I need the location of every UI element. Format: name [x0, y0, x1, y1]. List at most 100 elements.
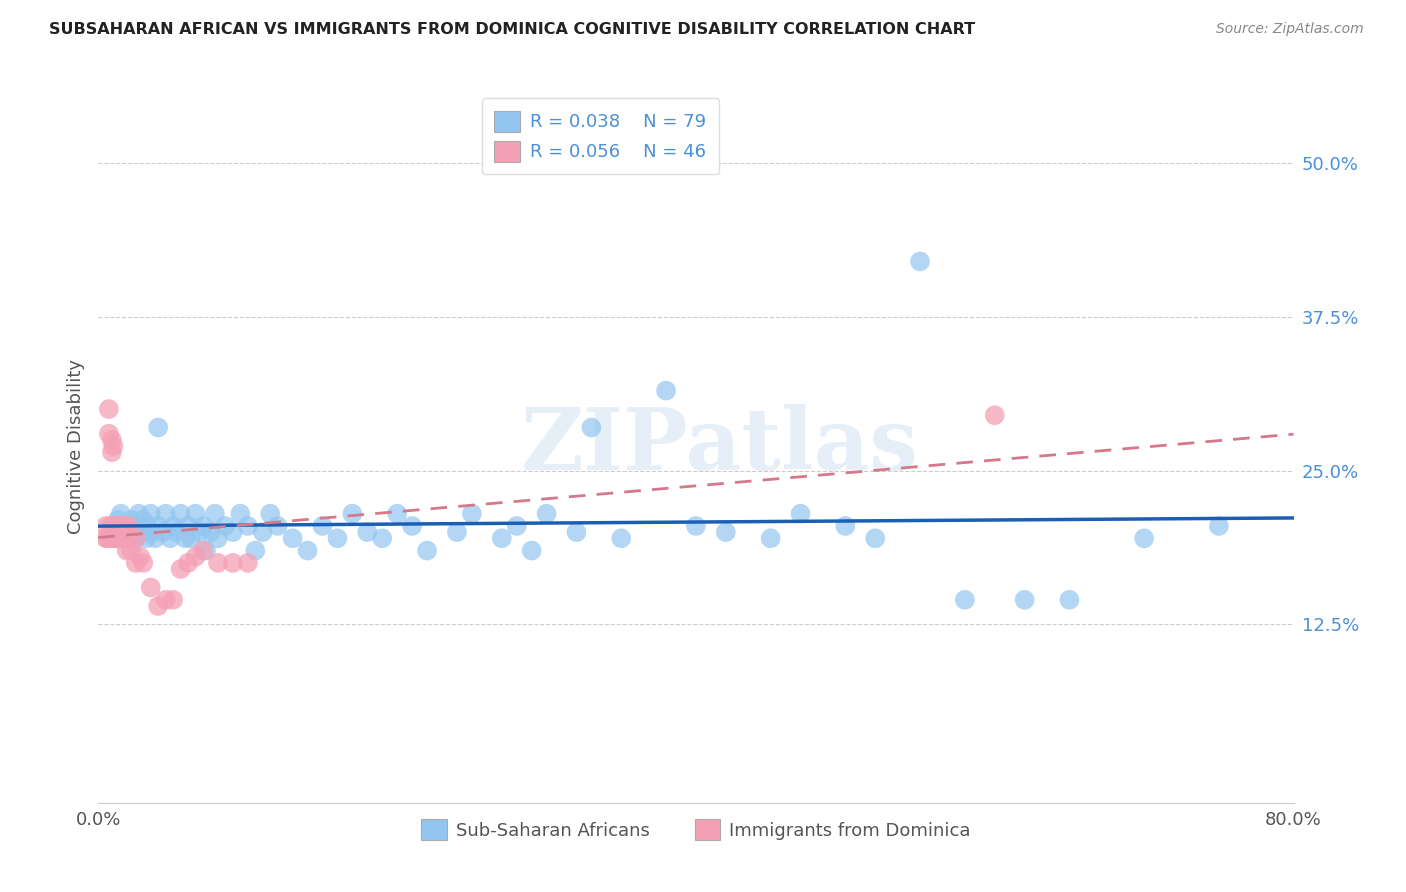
Point [104, 531, 127, 545]
Point [120, 543, 142, 558]
Point [117, 531, 139, 545]
Point [105, 531, 128, 545]
Text: ZIPatlas: ZIPatlas [520, 404, 920, 488]
Point [252, 525, 274, 540]
Point [311, 519, 333, 533]
Point [139, 507, 162, 521]
Point [112, 531, 135, 545]
Point [114, 531, 136, 545]
Point [125, 531, 148, 545]
Point [114, 519, 136, 533]
Point [714, 525, 737, 540]
Point [236, 556, 259, 570]
Point [159, 531, 181, 545]
Point [169, 562, 191, 576]
Point [491, 531, 513, 545]
Point [446, 525, 468, 540]
Point [139, 581, 162, 595]
Point [148, 519, 170, 533]
Point [984, 409, 1007, 423]
Point [155, 507, 177, 521]
Point [103, 439, 125, 453]
Point [111, 519, 134, 533]
Point [112, 531, 135, 545]
Point [148, 420, 170, 434]
Point [759, 531, 782, 545]
Point [125, 556, 148, 570]
Point [342, 507, 364, 521]
Point [111, 531, 134, 545]
Point [101, 445, 124, 459]
Point [188, 525, 211, 540]
Point [152, 525, 174, 540]
Point [207, 556, 229, 570]
Point [107, 513, 129, 527]
Point [834, 519, 856, 533]
Point [184, 549, 207, 564]
Point [114, 519, 136, 533]
Point [169, 507, 191, 521]
Point [115, 525, 138, 540]
Point [200, 525, 222, 540]
Point [125, 531, 148, 545]
Point [177, 556, 200, 570]
Y-axis label: Cognitive Disability: Cognitive Disability [66, 359, 84, 533]
Point [401, 519, 423, 533]
Point [536, 507, 558, 521]
Point [610, 531, 633, 545]
Text: SUBSAHARAN AFRICAN VS IMMIGRANTS FROM DOMINICA COGNITIVE DISABILITY CORRELATION : SUBSAHARAN AFRICAN VS IMMIGRANTS FROM DO… [49, 22, 976, 37]
Point [103, 531, 125, 545]
Point [229, 507, 252, 521]
Point [326, 531, 349, 545]
Point [105, 531, 128, 545]
Point [121, 525, 143, 540]
Point [259, 507, 281, 521]
Point [139, 525, 162, 540]
Point [222, 556, 245, 570]
Point [865, 531, 887, 545]
Point [115, 543, 138, 558]
Point [506, 519, 529, 533]
Point [581, 420, 603, 434]
Point [132, 556, 155, 570]
Point [191, 519, 214, 533]
Point [120, 513, 142, 527]
Point [195, 543, 218, 558]
Point [136, 519, 159, 533]
Point [104, 519, 127, 533]
Point [214, 519, 236, 533]
Point [371, 531, 394, 545]
Point [281, 531, 304, 545]
Point [356, 525, 378, 540]
Point [204, 507, 226, 521]
Point [129, 549, 152, 564]
Point [180, 531, 202, 545]
Point [1208, 519, 1230, 533]
Point [174, 531, 197, 545]
Point [117, 519, 139, 533]
Legend: Sub-Saharan Africans, Immigrants from Dominica: Sub-Saharan Africans, Immigrants from Do… [415, 812, 977, 847]
Point [520, 543, 543, 558]
Point [110, 525, 132, 540]
Point [97, 426, 120, 441]
Point [135, 531, 157, 545]
Point [143, 531, 166, 545]
Point [908, 254, 931, 268]
Point [98, 519, 122, 533]
Point [148, 599, 170, 613]
Point [222, 525, 245, 540]
Point [162, 519, 184, 533]
Point [94, 519, 117, 533]
Point [267, 519, 290, 533]
Point [110, 507, 132, 521]
Point [191, 543, 214, 558]
Point [94, 531, 117, 545]
Point [245, 543, 267, 558]
Point [655, 384, 678, 398]
Point [789, 507, 811, 521]
Point [1133, 531, 1156, 545]
Point [108, 531, 131, 545]
Point [110, 531, 132, 545]
Text: Source: ZipAtlas.com: Source: ZipAtlas.com [1216, 22, 1364, 37]
Point [155, 592, 177, 607]
